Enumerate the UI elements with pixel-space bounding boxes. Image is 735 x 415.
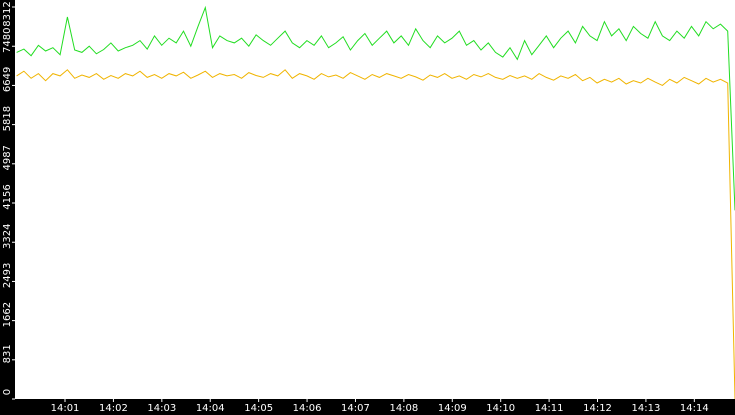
y-tick-label: 0 xyxy=(2,389,13,395)
x-tick-label: 14:07 xyxy=(341,403,370,414)
x-tick-label: 14:12 xyxy=(583,403,612,414)
x-tick-label: 14:06 xyxy=(293,403,322,414)
y-tick-label: 5818 xyxy=(2,106,13,131)
x-tick-label: 14:01 xyxy=(51,403,80,414)
y-tick-label: 3324 xyxy=(2,224,13,249)
x-tick-label: 14:11 xyxy=(535,403,564,414)
x-tick-label: 14:13 xyxy=(632,403,661,414)
y-tick-label: 8312 xyxy=(2,1,13,26)
y-tick-label: 7480 xyxy=(2,28,13,53)
y-tick-label: 4987 xyxy=(2,145,13,170)
x-axis-strip xyxy=(0,399,735,415)
y-tick-label: 6649 xyxy=(2,67,13,92)
x-tick-label: 14:09 xyxy=(438,403,467,414)
x-tick-label: 14:08 xyxy=(389,403,418,414)
y-tick-label: 831 xyxy=(2,344,13,363)
y-tick-label: 1662 xyxy=(2,302,13,327)
x-tick-label: 14:14 xyxy=(680,403,709,414)
x-tick-label: 14:05 xyxy=(244,403,273,414)
x-tick-label: 14:02 xyxy=(99,403,128,414)
x-tick-label: 14:03 xyxy=(147,403,176,414)
y-tick-label: 4156 xyxy=(2,184,13,209)
series-line xyxy=(16,69,735,400)
series-line xyxy=(16,5,735,211)
x-tick-label: 14:04 xyxy=(196,403,225,414)
y-tick-label: 2493 xyxy=(2,263,13,288)
x-tick-label: 14:10 xyxy=(486,403,515,414)
y-axis-strip xyxy=(0,0,15,415)
